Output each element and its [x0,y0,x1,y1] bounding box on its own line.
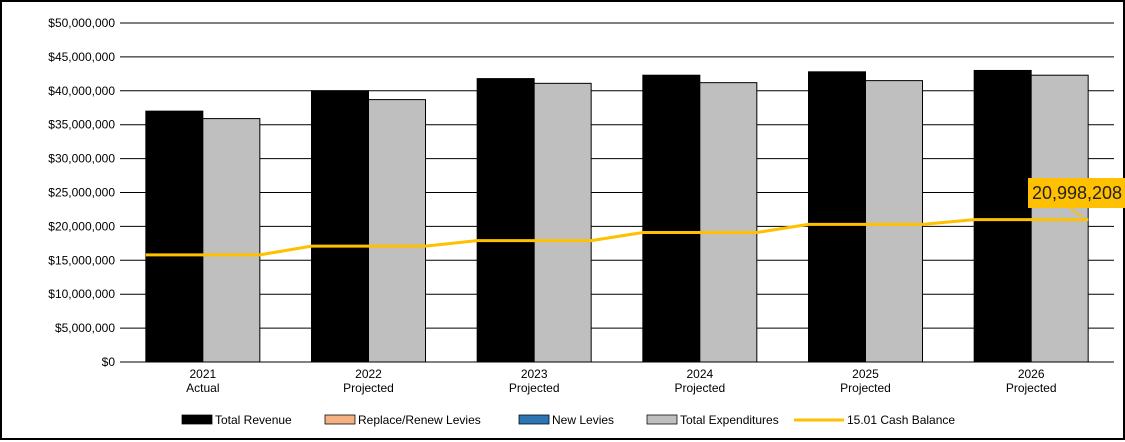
legend-swatch [181,414,213,425]
callout: 20,998,208 [1028,178,1125,218]
legend-swatch [324,414,356,425]
y-tick-label: $15,000,000 [48,253,115,267]
x-category-year: 2025 [852,367,879,381]
y-axis-ticks: $0 $5,000,000 $10,000,000 $15,000,000 $20,00… [48,16,115,369]
bar-total-revenue [642,74,701,363]
y-tick-label: $0 [102,355,116,369]
legend-swatch [646,414,678,425]
bar-total-expenditures [699,82,758,363]
x-category-type: Projected [509,381,560,395]
x-category-year: 2026 [1018,367,1045,381]
bars [145,69,1089,363]
callout-box [1028,178,1125,208]
legend-swatch [518,414,550,425]
y-tick-label: $45,000,000 [48,50,115,64]
callout-value: 20,998,208 [1032,183,1122,203]
cash-balance-line [145,218,1089,257]
legend-label: Total Expenditures [680,413,779,427]
y-tick-label: $5,000,000 [55,321,115,335]
y-tick-label: $40,000,000 [48,84,115,98]
bar-total-expenditures [865,80,923,363]
gridlines [120,22,1114,329]
y-tick-label: $35,000,000 [48,118,115,132]
x-category-type: Actual [186,381,219,395]
legend-label: Replace/Renew Levies [358,413,481,427]
y-tick-label: $30,000,000 [48,152,115,166]
callout-leader [1069,207,1083,218]
y-tick-label: $10,000,000 [48,287,115,301]
x-category-type: Projected [840,381,891,395]
cash-balance-line-layer [145,218,1089,257]
y-tick-label: $25,000,000 [48,186,115,200]
legend-label: Total Revenue [215,413,292,427]
x-category-year: 2021 [189,367,216,381]
x-axis-categories: 2021Actual2022Projected2023Projected2024… [186,367,1056,395]
x-category-type: Projected [343,381,394,395]
bar-total-revenue [476,78,535,363]
x-category-type: Projected [674,381,725,395]
x-category-year: 2023 [521,367,548,381]
bar-total-expenditures [533,82,592,363]
bar-total-expenditures [202,118,261,363]
bar-total-revenue [808,71,866,363]
legend-label: 15.01 Cash Balance [847,413,955,427]
bar-total-expenditures [368,99,426,363]
legend: Total Revenue Replace/Renew Levies New Lev… [181,413,955,427]
legend-label: New Levies [552,413,614,427]
x-category-year: 2024 [686,367,713,381]
bar-total-revenue [973,69,1032,363]
y-tick-label: $50,000,000 [48,16,115,30]
bar-total-revenue [311,90,369,363]
x-category-type: Projected [1006,381,1057,395]
y-tick-label: $20,000,000 [48,219,115,233]
x-category-year: 2022 [355,367,382,381]
bar-total-revenue [145,110,204,363]
